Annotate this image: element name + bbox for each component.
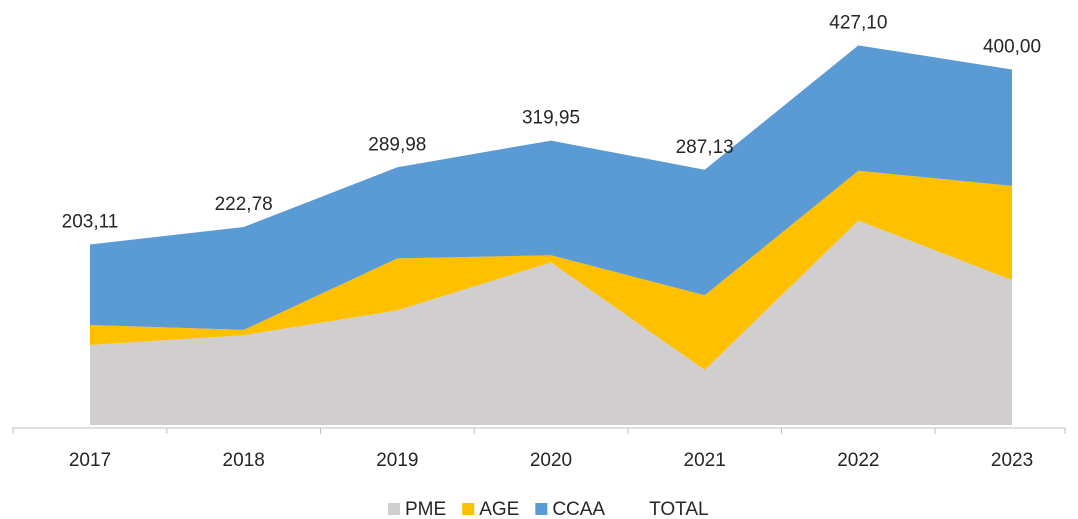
data-label: 400,00 bbox=[983, 36, 1041, 57]
x-tick-label: 2018 bbox=[223, 450, 265, 471]
legend-label: TOTAL bbox=[649, 499, 708, 519]
legend-swatch bbox=[388, 503, 400, 515]
legend-label: PME bbox=[405, 499, 446, 519]
data-label: 222,78 bbox=[215, 194, 273, 215]
data-label: 427,10 bbox=[829, 12, 887, 33]
x-tick-label: 2022 bbox=[837, 450, 879, 471]
data-label: 287,13 bbox=[676, 137, 734, 158]
legend-swatch bbox=[535, 503, 548, 515]
legend-label: AGE bbox=[479, 499, 519, 519]
data-label: 319,95 bbox=[522, 108, 580, 129]
legend-swatch bbox=[462, 503, 475, 515]
x-tick-label: 2020 bbox=[530, 450, 572, 471]
area bbox=[90, 170, 1013, 370]
x-tick-label: 2017 bbox=[69, 450, 111, 471]
area bbox=[90, 45, 1013, 330]
x-tick-label: 2023 bbox=[991, 450, 1033, 471]
area bbox=[90, 220, 1013, 425]
x-tick-label: 2019 bbox=[376, 450, 418, 471]
data-label: 203,11 bbox=[62, 211, 119, 232]
x-tick-label: 2021 bbox=[684, 450, 726, 471]
data-label: 289,98 bbox=[368, 134, 426, 155]
legend-label: CCAA bbox=[552, 499, 605, 519]
